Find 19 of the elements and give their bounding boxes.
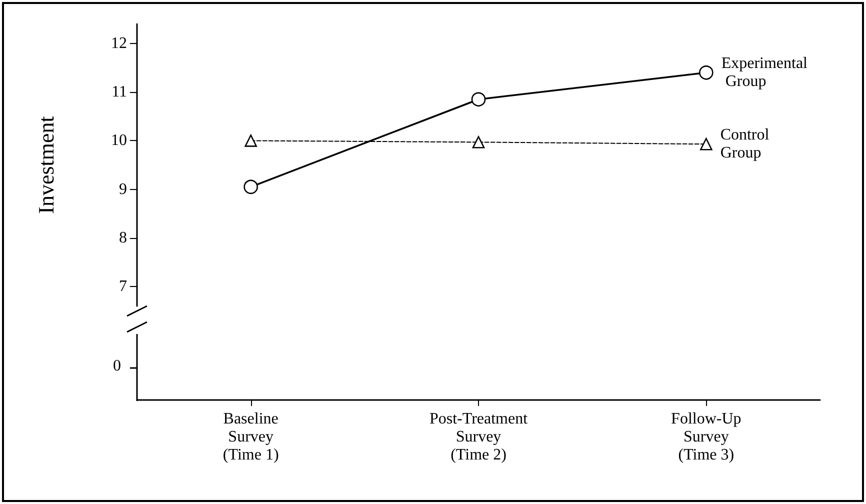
- point: [244, 134, 257, 147]
- y-tick-label: 11: [112, 84, 127, 101]
- y-tick-label: 9: [119, 180, 127, 198]
- x-tick-label: Post-Treatment Survey (Time 2): [429, 410, 528, 464]
- point: [472, 136, 485, 148]
- y-tick-label: 8: [119, 229, 127, 246]
- y-tick-label: 12: [111, 34, 127, 52]
- point: [700, 138, 712, 150]
- point: [471, 92, 486, 107]
- series-label: Experimental Group: [721, 55, 808, 90]
- series-label: Control Group: [720, 126, 774, 162]
- y-axis-title: Investment: [34, 116, 58, 214]
- text: 0: [113, 358, 121, 374]
- point: [699, 65, 714, 80]
- x-tick-label: Follow-Up Survey (Time 3): [671, 410, 742, 464]
- y-tick-label: 7: [119, 278, 127, 296]
- x-tick-label: Baseline Survey (Time 1): [222, 410, 279, 464]
- point: [244, 180, 258, 194]
- y-tick-label: 10: [111, 132, 127, 150]
